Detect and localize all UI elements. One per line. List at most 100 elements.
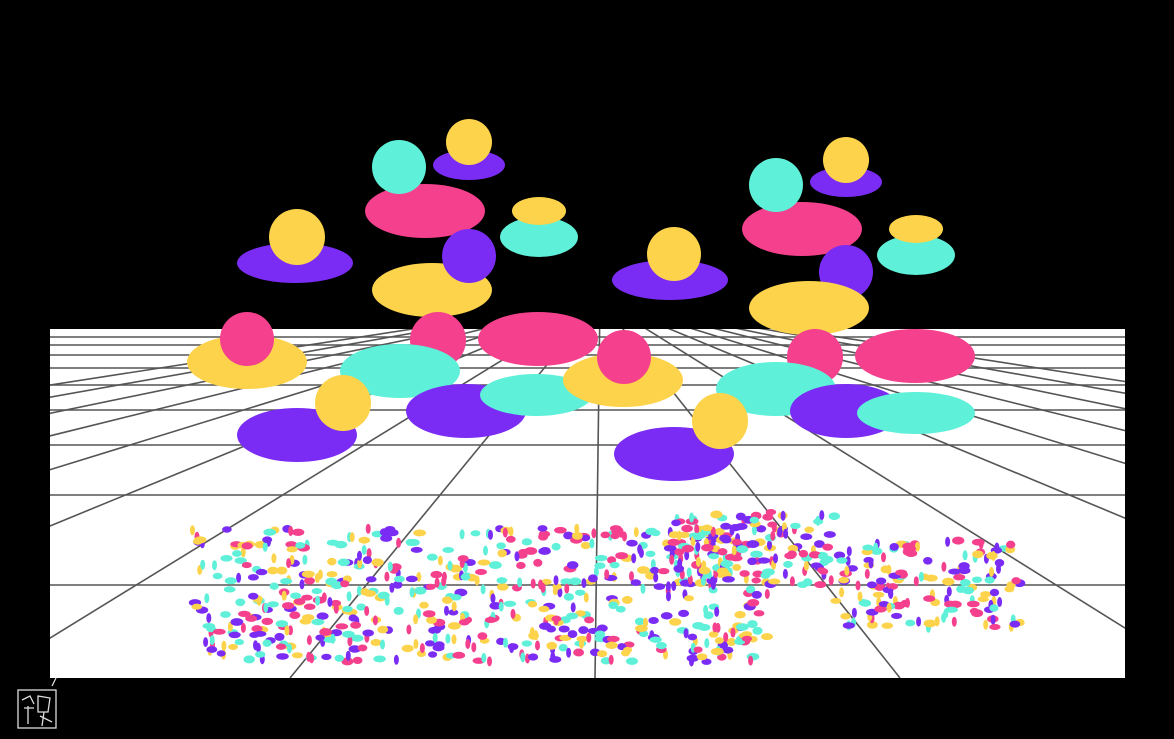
particle (428, 651, 438, 658)
particle (787, 550, 797, 558)
particle (311, 618, 325, 626)
particle (384, 571, 390, 582)
particle (717, 653, 727, 661)
particle (356, 603, 367, 611)
grid-line (758, 329, 1125, 394)
particle (236, 572, 242, 583)
particle (615, 552, 628, 560)
particle (915, 541, 920, 552)
ball (442, 229, 496, 283)
particle (533, 630, 539, 641)
particle (634, 617, 645, 626)
grid-line (690, 329, 1125, 465)
particle (660, 612, 673, 620)
particle (316, 612, 329, 620)
particle (276, 653, 289, 660)
particle (293, 598, 306, 605)
particle (430, 570, 443, 579)
particle (751, 590, 762, 599)
particle (924, 574, 938, 582)
particle (286, 558, 292, 569)
particle (945, 536, 951, 547)
particle (206, 613, 212, 623)
particle (372, 615, 378, 626)
particle (206, 646, 218, 653)
particle (489, 561, 502, 570)
particle (802, 578, 813, 587)
particle (734, 611, 746, 619)
particle (263, 602, 269, 613)
particle (498, 601, 504, 612)
particle (704, 638, 710, 649)
particle (948, 568, 961, 575)
particle (594, 562, 606, 569)
particle (287, 643, 292, 654)
particle (604, 569, 610, 580)
particle (650, 566, 660, 574)
particle (288, 625, 293, 636)
particle (903, 545, 917, 553)
particle (530, 578, 536, 589)
particle (362, 556, 372, 565)
particle (434, 577, 440, 588)
particle (640, 583, 646, 594)
particle (538, 605, 550, 613)
particle (669, 554, 675, 565)
particle (731, 545, 737, 556)
particle (630, 579, 641, 586)
particle (460, 573, 471, 581)
particle (437, 555, 443, 566)
particle (695, 541, 701, 552)
particle (789, 576, 795, 587)
particle (333, 603, 339, 614)
particle (673, 564, 685, 573)
particle (496, 542, 506, 550)
particle (866, 621, 878, 629)
particle (717, 548, 728, 556)
particle (764, 589, 770, 599)
particle (703, 611, 714, 620)
particle (302, 554, 308, 565)
particle (814, 581, 827, 589)
particle (780, 510, 786, 521)
particle (566, 647, 572, 658)
particle (234, 557, 247, 564)
particle (864, 568, 870, 579)
particle (714, 637, 724, 644)
particle (755, 525, 767, 533)
particle (980, 591, 992, 598)
particle (240, 622, 246, 633)
particle (255, 651, 266, 658)
particle (710, 579, 716, 590)
particle (605, 641, 618, 649)
particle (735, 512, 746, 521)
particle (458, 619, 470, 626)
particle (701, 524, 713, 532)
particle (365, 523, 371, 534)
particle (838, 576, 850, 584)
particle (450, 594, 462, 601)
particle (989, 604, 999, 612)
particle (753, 610, 765, 617)
particle (321, 653, 332, 661)
particle (745, 585, 756, 594)
particle (990, 614, 996, 625)
particle (905, 619, 916, 627)
particle (228, 631, 241, 639)
particle (643, 617, 648, 628)
particle (569, 577, 582, 586)
particle (762, 568, 775, 576)
particle (681, 524, 693, 533)
particle (275, 620, 289, 628)
particle (447, 622, 461, 630)
particle (341, 657, 354, 666)
particle (997, 597, 1003, 607)
particle (677, 531, 691, 538)
ball (269, 209, 325, 265)
particle (667, 538, 680, 547)
particle (1009, 620, 1021, 628)
particle (971, 538, 985, 546)
disc (478, 312, 598, 366)
particle (496, 583, 509, 591)
